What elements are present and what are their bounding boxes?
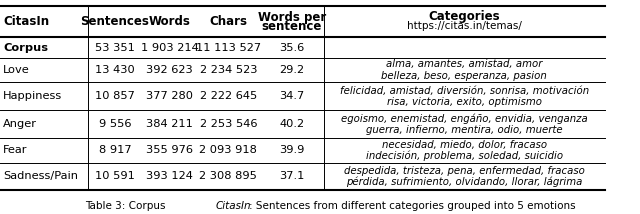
Text: Love: Love	[3, 65, 30, 75]
Text: necesidad, miedo, dolor, fracaso: necesidad, miedo, dolor, fracaso	[382, 140, 547, 150]
Text: egoismo, enemistad, engáño, envidia, venganza: egoismo, enemistad, engáño, envidia, ven…	[341, 113, 588, 124]
Text: 2 253 546: 2 253 546	[200, 119, 257, 129]
Text: despedida, tristeza, pena, enfermedad, fracaso: despedida, tristeza, pena, enfermedad, f…	[344, 166, 585, 176]
Text: Anger: Anger	[3, 119, 37, 129]
Text: 9 556: 9 556	[99, 119, 131, 129]
Text: 8 917: 8 917	[99, 145, 131, 155]
Text: 10 857: 10 857	[95, 91, 135, 101]
Text: CitasIn: CitasIn	[3, 15, 49, 28]
Text: Words per: Words per	[258, 11, 326, 24]
Text: 11 113 527: 11 113 527	[196, 43, 261, 53]
Text: alma, amantes, amistad, amor: alma, amantes, amistad, amor	[386, 59, 543, 70]
Text: https://citas.in/temas/: https://citas.in/temas/	[407, 21, 522, 31]
Text: Chars: Chars	[209, 15, 248, 28]
Text: Table 3: Corpus: Table 3: Corpus	[84, 201, 168, 211]
Text: 35.6: 35.6	[279, 43, 305, 53]
Text: Categories: Categories	[429, 10, 500, 23]
Text: 34.7: 34.7	[279, 91, 305, 101]
Text: 39.9: 39.9	[279, 145, 305, 155]
Text: felicidad, amistad, diversión, sonrisa, motivación: felicidad, amistad, diversión, sonrisa, …	[340, 86, 589, 96]
Text: 13 430: 13 430	[95, 65, 135, 75]
Text: 2 222 645: 2 222 645	[200, 91, 257, 101]
Text: 392 623: 392 623	[146, 65, 193, 75]
Text: CitasIn: CitasIn	[216, 201, 252, 211]
Text: 377 280: 377 280	[146, 91, 193, 101]
Text: Words: Words	[148, 15, 190, 28]
Text: 393 124: 393 124	[146, 171, 193, 181]
Text: 2 234 523: 2 234 523	[200, 65, 257, 75]
Text: risa, victoria, exito, optimismo: risa, victoria, exito, optimismo	[387, 97, 542, 107]
Text: guerra, infierno, mentira, odio, muerte: guerra, infierno, mentira, odio, muerte	[366, 125, 563, 135]
Text: indecisión, problema, soledad, suicidio: indecisión, problema, soledad, suicidio	[366, 151, 563, 161]
Text: Sadness/Pain: Sadness/Pain	[3, 171, 78, 181]
Text: 355 976: 355 976	[146, 145, 193, 155]
Text: 384 211: 384 211	[146, 119, 193, 129]
Text: 29.2: 29.2	[280, 65, 305, 75]
Text: 53 351: 53 351	[95, 43, 135, 53]
Text: Corpus: Corpus	[3, 43, 48, 53]
Text: Happiness: Happiness	[3, 91, 62, 101]
Text: belleza, beso, esperanza, pasion: belleza, beso, esperanza, pasion	[381, 71, 547, 81]
Text: 37.1: 37.1	[279, 171, 305, 181]
Text: 2 308 895: 2 308 895	[200, 171, 257, 181]
Text: sentence: sentence	[262, 20, 322, 33]
Text: 10 591: 10 591	[95, 171, 135, 181]
Text: pérdida, sufrimiento, olvidando, llorar, lágrima: pérdida, sufrimiento, olvidando, llorar,…	[346, 177, 582, 187]
Text: 40.2: 40.2	[280, 119, 305, 129]
Text: Sentences: Sentences	[81, 15, 149, 28]
Text: : Sentences from different categories grouped into 5 emotions: : Sentences from different categories gr…	[249, 201, 576, 211]
Text: 1 903 214: 1 903 214	[141, 43, 198, 53]
Text: Fear: Fear	[3, 145, 28, 155]
Text: 2 093 918: 2 093 918	[200, 145, 257, 155]
